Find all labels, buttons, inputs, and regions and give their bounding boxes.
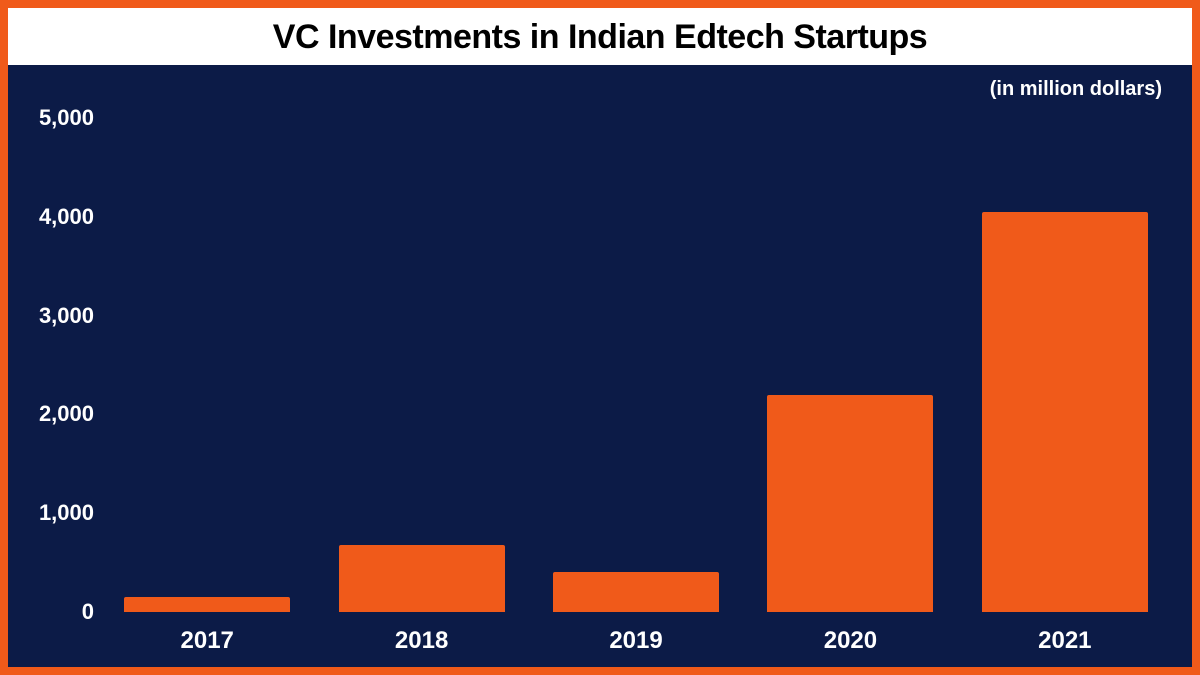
bar [553, 572, 719, 612]
bar [339, 545, 505, 612]
chart-frame: VC Investments in Indian Edtech Startups… [0, 0, 1200, 675]
bar-slot [958, 118, 1172, 612]
bar-slot [314, 118, 528, 612]
bar-slot [100, 118, 314, 612]
bar-slot [529, 118, 743, 612]
y-tick-label: 5,000 [24, 105, 94, 131]
y-tick-label: 4,000 [24, 204, 94, 230]
bar [982, 212, 1148, 612]
y-tick-label: 1,000 [24, 500, 94, 526]
x-axis-labels: 20172018201920202021 [100, 627, 1172, 655]
bar-group [100, 118, 1172, 612]
bar-slot [743, 118, 957, 612]
y-tick-label: 3,000 [24, 303, 94, 329]
bar [124, 597, 290, 612]
x-tick-label: 2018 [314, 627, 528, 655]
y-tick-label: 2,000 [24, 401, 94, 427]
y-tick-label: 0 [24, 599, 94, 625]
x-tick-label: 2019 [529, 627, 743, 655]
bar [767, 395, 933, 612]
chart-subtitle: (in million dollars) [990, 78, 1162, 101]
chart-title: VC Investments in Indian Edtech Startups [8, 8, 1192, 65]
chart-plot-area: 01,0002,0003,0004,0005,000 [100, 118, 1172, 612]
x-tick-label: 2020 [743, 627, 957, 655]
x-tick-label: 2021 [958, 627, 1172, 655]
x-tick-label: 2017 [100, 627, 314, 655]
